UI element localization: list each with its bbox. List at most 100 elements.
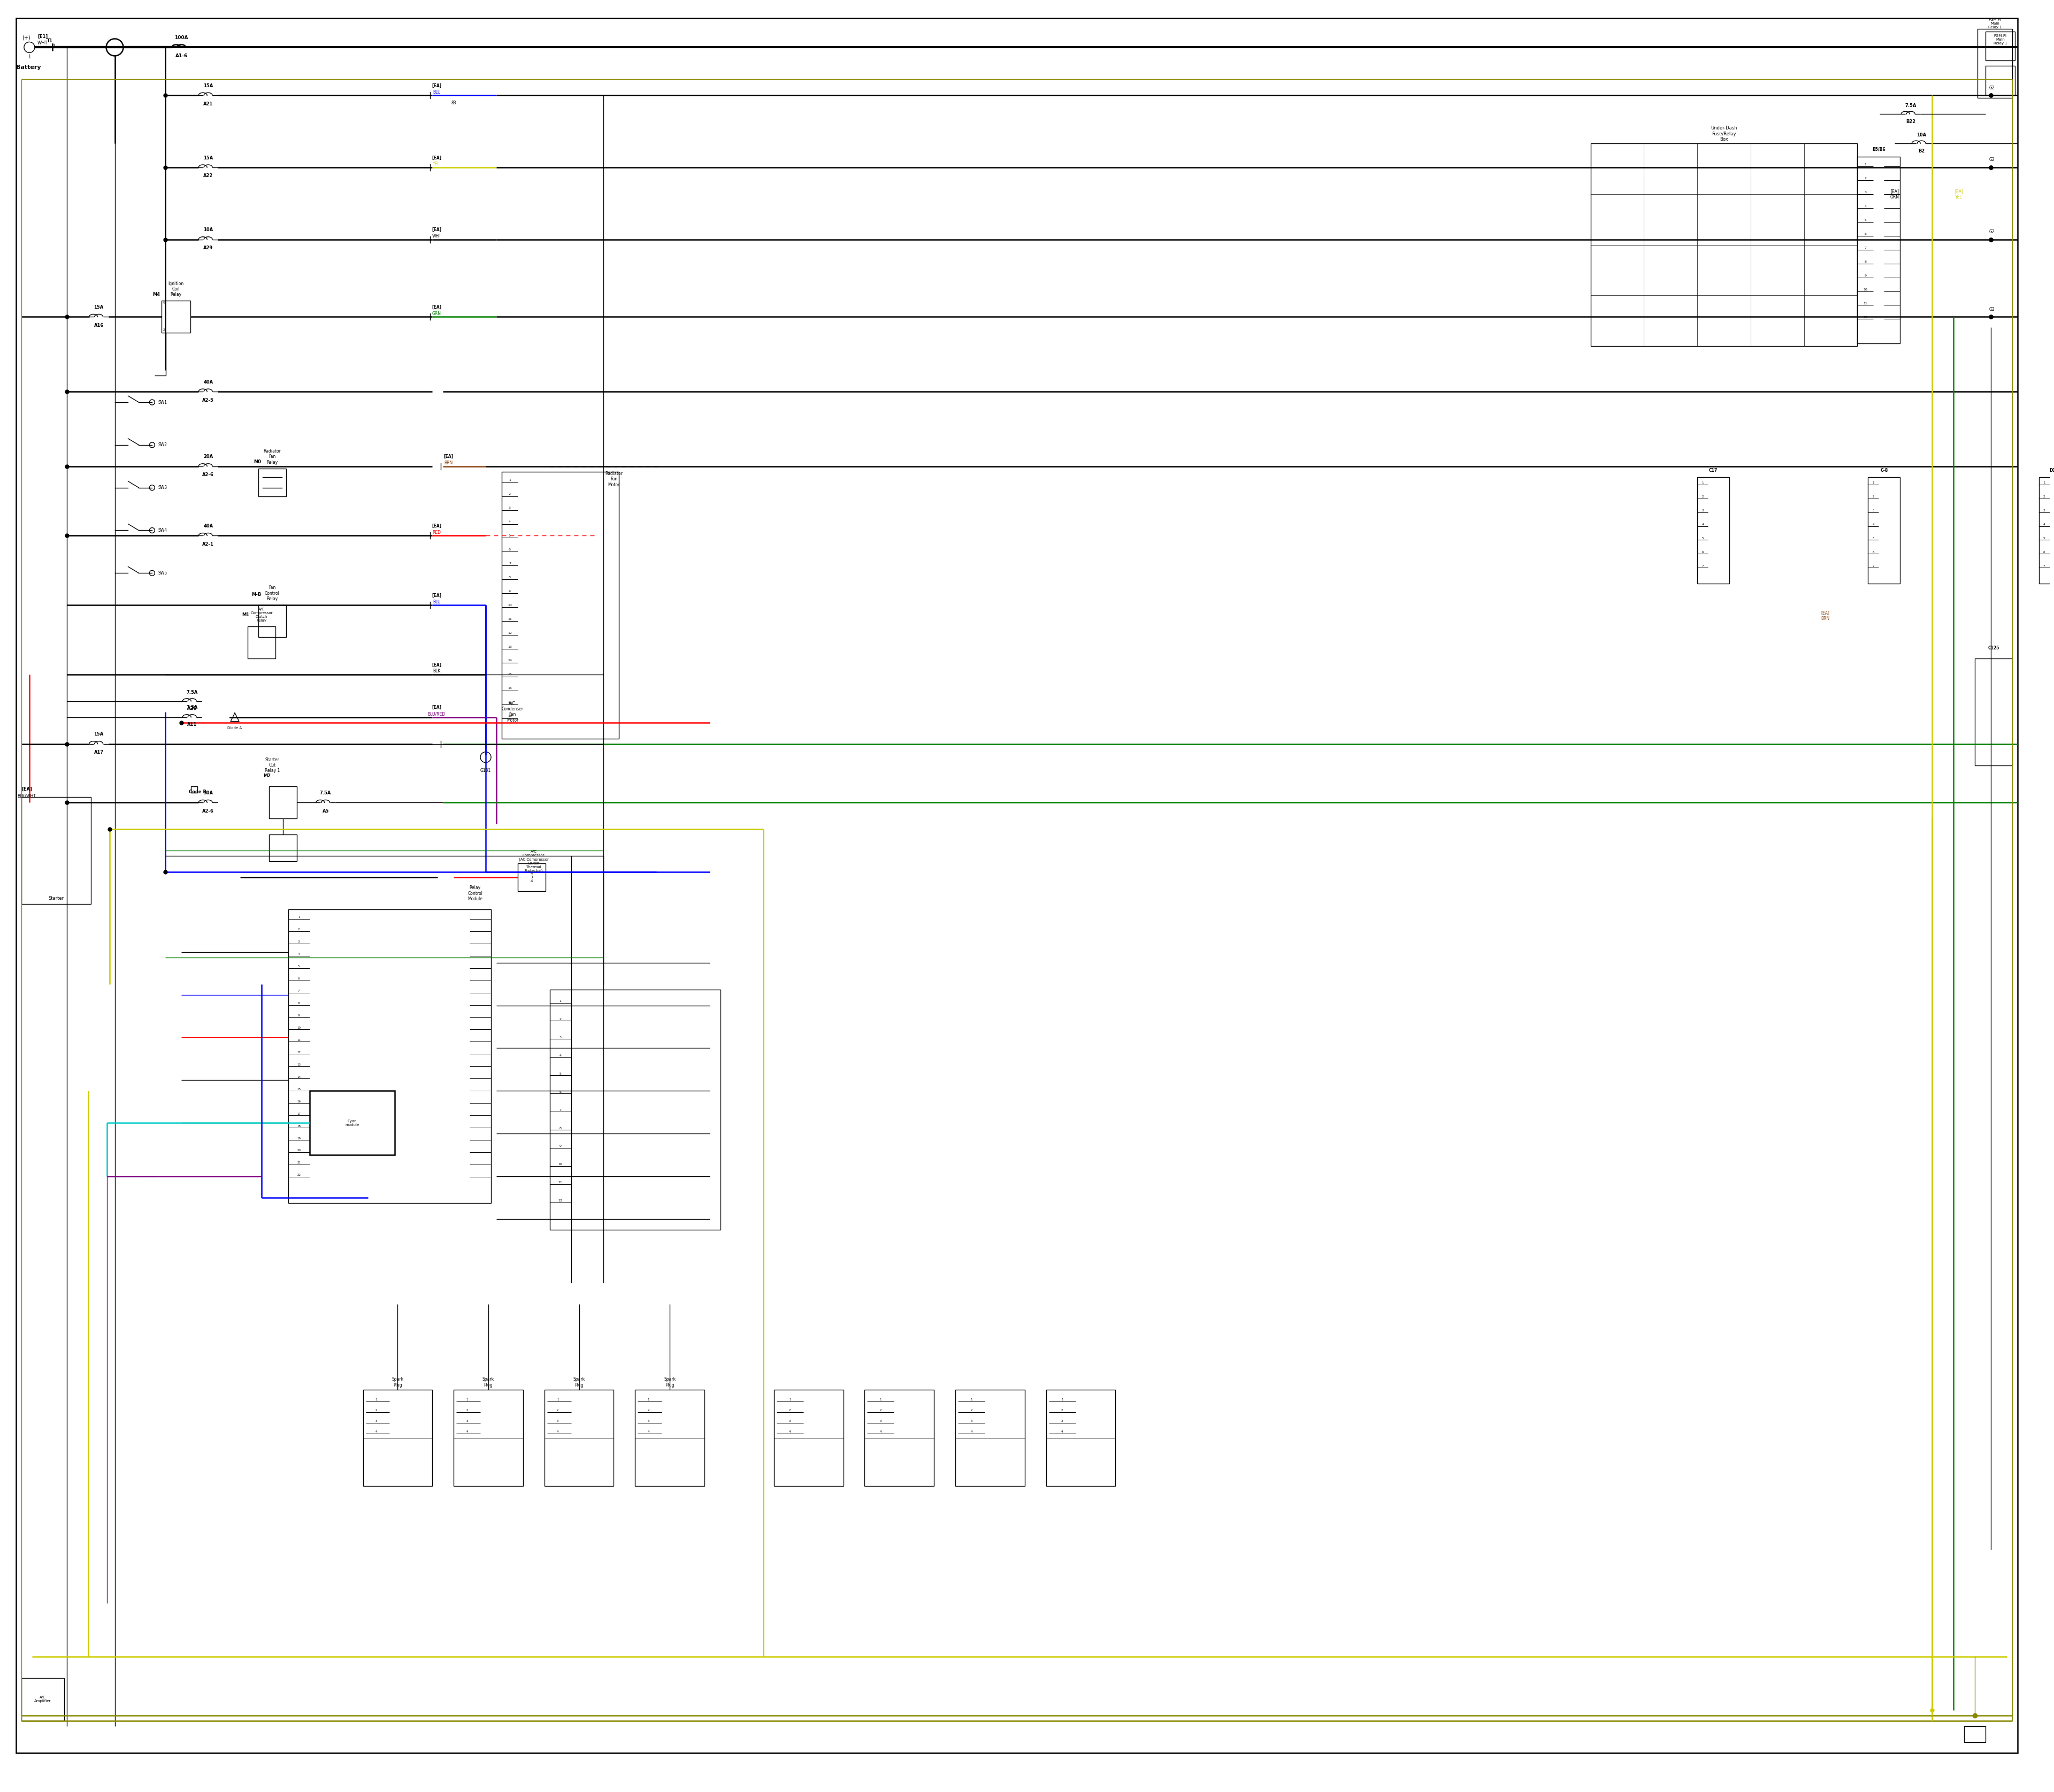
Text: 12: 12	[507, 631, 511, 634]
Text: RED: RED	[431, 530, 442, 536]
Text: 40A: 40A	[203, 523, 214, 529]
Text: 7: 7	[509, 563, 511, 564]
Text: 2: 2	[1865, 177, 1867, 179]
Text: 7: 7	[1865, 247, 1867, 249]
Text: D1-B: D1-B	[2050, 468, 2054, 473]
Text: A29: A29	[203, 246, 214, 251]
Bar	[501, 471, 618, 738]
Text: Starter
Cut
Relay 1: Starter Cut Relay 1	[265, 758, 279, 772]
Text: 22: 22	[298, 1174, 300, 1177]
Text: 18: 18	[298, 1125, 300, 1127]
Bar	[544, 1391, 614, 1486]
Text: 1: 1	[29, 54, 31, 59]
Text: [EA]: [EA]	[431, 523, 442, 529]
Bar	[1964, 1726, 1986, 1742]
Text: A17: A17	[94, 751, 103, 754]
Text: WHT: WHT	[37, 41, 47, 45]
Bar	[1045, 1391, 1115, 1486]
Bar	[2040, 477, 2054, 584]
Text: 2: 2	[509, 493, 511, 495]
Text: Fan
Control
Relay: Fan Control Relay	[265, 586, 279, 602]
Bar	[865, 1391, 935, 1486]
Text: 12: 12	[1863, 315, 1867, 319]
Text: A1-6: A1-6	[175, 54, 187, 59]
Text: M4: M4	[152, 292, 160, 297]
Text: B22: B22	[1906, 118, 1916, 124]
Text: B2: B2	[1918, 149, 1925, 154]
Bar	[269, 787, 296, 819]
Text: 7.5A: 7.5A	[187, 690, 197, 695]
Text: Radiator
Fan
Motor: Radiator Fan Motor	[606, 471, 622, 487]
Text: Ignition
Coil
Relay: Ignition Coil Relay	[168, 281, 185, 297]
Text: 3: 3	[559, 1036, 561, 1039]
Bar	[162, 301, 191, 333]
Text: G2: G2	[1988, 158, 1994, 163]
Text: 16: 16	[298, 1100, 300, 1102]
Bar	[288, 909, 491, 1202]
Text: Radiator
Fan
Relay: Radiator Fan Relay	[263, 448, 281, 464]
Bar	[269, 835, 296, 862]
Bar	[1867, 477, 1900, 584]
Text: 18: 18	[507, 715, 511, 717]
Text: [EA]: [EA]	[431, 305, 442, 310]
Bar	[21, 797, 90, 903]
Bar	[310, 1091, 394, 1154]
Text: 11: 11	[1863, 303, 1867, 305]
Text: [EA]: [EA]	[431, 84, 442, 88]
Bar	[364, 1391, 431, 1486]
Text: BLU: BLU	[433, 600, 440, 604]
Text: BRN: BRN	[444, 461, 452, 466]
Circle shape	[150, 443, 154, 448]
Text: B5/B6: B5/B6	[1871, 147, 1886, 152]
Text: 15A: 15A	[94, 731, 103, 737]
Text: SW4: SW4	[158, 529, 166, 532]
Text: 4: 4	[1865, 204, 1867, 208]
Text: Battery: Battery	[16, 65, 41, 70]
Text: SW3: SW3	[158, 486, 166, 489]
Text: 13: 13	[298, 1063, 300, 1066]
Text: A2-6: A2-6	[201, 473, 214, 477]
Text: BLU: BLU	[433, 90, 440, 95]
Text: 6: 6	[559, 1091, 561, 1093]
Text: 12: 12	[298, 1052, 300, 1054]
Text: SW2: SW2	[158, 443, 166, 448]
Text: PGM-FI
Main
Relay 1: PGM-FI Main Relay 1	[1988, 18, 2003, 29]
Text: 21: 21	[298, 1161, 300, 1165]
Text: C125: C125	[1988, 645, 1999, 650]
Text: BLU/RED: BLU/RED	[427, 711, 446, 717]
Text: 30A: 30A	[203, 790, 214, 796]
Text: Spark
Plug: Spark Plug	[483, 1376, 495, 1387]
Text: [EA]: [EA]	[431, 593, 442, 599]
Text: 15A: 15A	[203, 84, 214, 88]
Text: Under-Dash
Fuse/Relay
Box: Under-Dash Fuse/Relay Box	[1711, 125, 1738, 142]
Text: SW5: SW5	[158, 570, 166, 575]
Text: [EA]: [EA]	[431, 228, 442, 233]
Text: T1: T1	[47, 38, 53, 43]
Text: [EA]: [EA]	[431, 156, 442, 159]
Text: 6: 6	[1865, 233, 1867, 235]
Text: C17: C17	[1709, 468, 1717, 473]
Text: 14: 14	[507, 659, 511, 661]
Circle shape	[150, 570, 154, 575]
Text: 16: 16	[507, 686, 511, 690]
Text: 4: 4	[509, 520, 511, 523]
Text: 1: 1	[53, 43, 55, 48]
Text: Code B: Code B	[189, 790, 205, 794]
Circle shape	[150, 527, 154, 532]
Bar	[259, 606, 286, 638]
Text: 17: 17	[298, 1113, 300, 1115]
Bar	[1978, 29, 2013, 99]
Text: A/C
Amplifier: A/C Amplifier	[35, 1695, 51, 1702]
Bar	[635, 1391, 705, 1486]
Text: M2: M2	[263, 774, 271, 778]
Text: 83: 83	[452, 100, 456, 106]
Text: 4: 4	[559, 1054, 561, 1057]
Text: M0: M0	[253, 459, 261, 464]
Text: 15A: 15A	[94, 305, 103, 310]
Text: 10: 10	[298, 1027, 300, 1029]
Text: A16: A16	[94, 323, 103, 328]
Text: 1: 1	[559, 1000, 561, 1002]
Circle shape	[150, 486, 154, 491]
Text: (+): (+)	[23, 36, 31, 41]
Text: 5: 5	[559, 1072, 561, 1075]
